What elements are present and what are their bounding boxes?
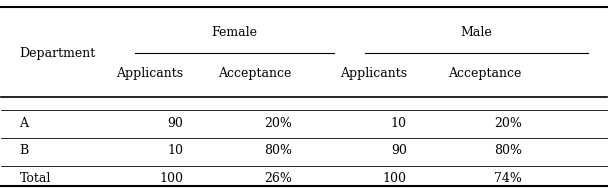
Text: Total: Total <box>19 172 51 185</box>
Text: 100: 100 <box>159 172 183 185</box>
Text: 20%: 20% <box>264 117 292 130</box>
Text: 80%: 80% <box>264 144 292 157</box>
Text: Acceptance: Acceptance <box>218 67 292 80</box>
Text: 100: 100 <box>383 172 407 185</box>
Text: A: A <box>19 117 29 130</box>
Text: 20%: 20% <box>494 117 522 130</box>
Text: B: B <box>19 144 29 157</box>
Text: 26%: 26% <box>264 172 292 185</box>
Text: 10: 10 <box>391 117 407 130</box>
Text: 80%: 80% <box>494 144 522 157</box>
Text: 90: 90 <box>167 117 183 130</box>
Text: Applicants: Applicants <box>340 67 407 80</box>
Text: 90: 90 <box>391 144 407 157</box>
Text: Acceptance: Acceptance <box>449 67 522 80</box>
Text: Male: Male <box>461 26 492 39</box>
Text: 10: 10 <box>167 144 183 157</box>
Text: Applicants: Applicants <box>116 67 183 80</box>
Text: Department: Department <box>19 47 96 60</box>
Text: Female: Female <box>212 26 257 39</box>
Text: 74%: 74% <box>494 172 522 185</box>
